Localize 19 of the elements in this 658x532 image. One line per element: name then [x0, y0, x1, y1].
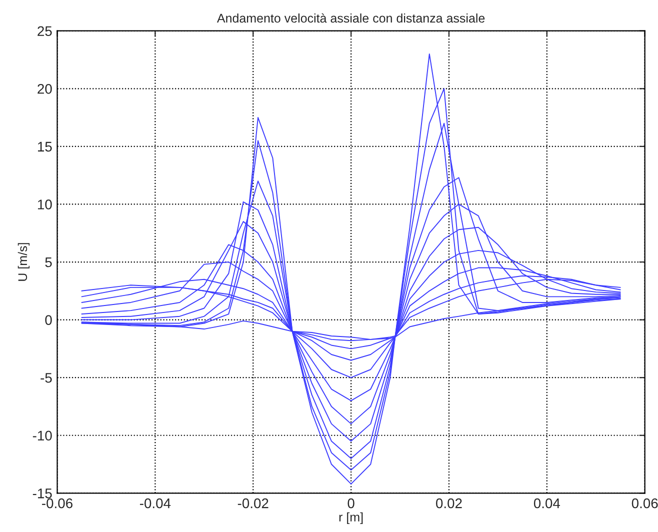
- y-tick-label: -10: [32, 430, 52, 441]
- y-axis-title: U [m/s]: [18, 243, 30, 281]
- x-tick-label: 0.02: [436, 498, 462, 508]
- y-tick-label: 5: [45, 257, 52, 268]
- x-tick-label: -0.06: [42, 498, 72, 508]
- x-tick-label: 0.04: [534, 498, 560, 508]
- chart-title: Andamento velocità assiale con distanza assiale: [216, 13, 485, 23]
- y-tick-label: 25: [38, 26, 52, 36]
- x-tick-label: 0: [348, 498, 354, 508]
- y-tick-label: 15: [38, 142, 52, 152]
- y-tick-label: 0: [45, 315, 52, 325]
- y-tick-label: -15: [32, 488, 52, 498]
- x-tick-label: -0.02: [238, 498, 268, 508]
- x-tick-label: -0.04: [140, 498, 171, 508]
- x-axis-title: r [m]: [339, 512, 363, 524]
- y-tick-label: 10: [38, 200, 52, 210]
- x-tick-label: 0.06: [632, 498, 658, 508]
- y-tick-label: -5: [40, 373, 52, 383]
- y-tick-label: 20: [38, 84, 52, 94]
